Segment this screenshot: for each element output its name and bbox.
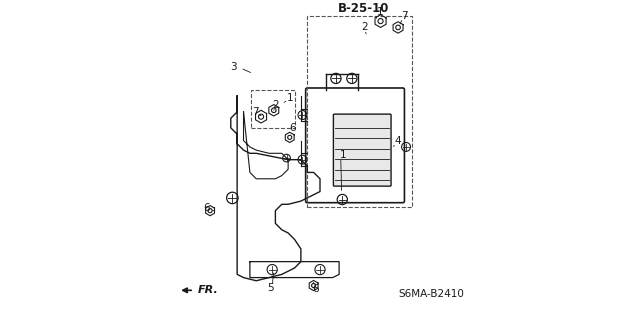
Text: 7: 7 [401,11,408,21]
Text: 5: 5 [268,283,275,293]
Text: 7: 7 [252,107,259,117]
FancyBboxPatch shape [306,88,404,203]
Text: B-25-10: B-25-10 [339,2,390,15]
Text: 6: 6 [312,284,319,294]
Text: 4: 4 [395,136,401,146]
Text: 2: 2 [362,22,368,33]
Text: S6MA-B2410: S6MA-B2410 [399,288,465,299]
Bar [307,16,412,207]
Text: 2: 2 [272,100,278,109]
Text: 3: 3 [230,62,237,72]
Text: 6: 6 [203,204,209,213]
Text: 1: 1 [287,93,293,102]
Text: 6: 6 [290,123,296,133]
Bar [252,90,294,128]
Text: 1: 1 [376,6,383,17]
FancyBboxPatch shape [333,114,391,186]
Text: FR.: FR. [197,285,218,295]
Text: 1: 1 [340,150,347,160]
